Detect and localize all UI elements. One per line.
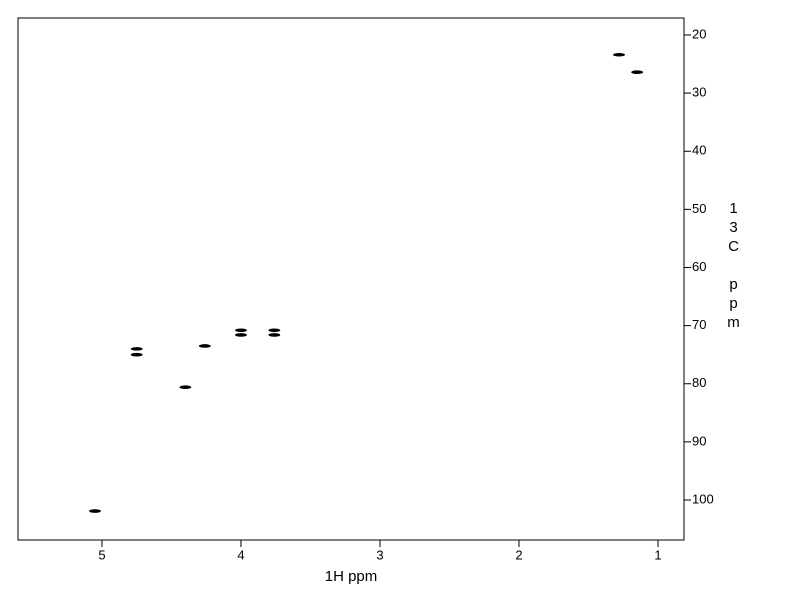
peak xyxy=(130,347,143,351)
x-tick-label: 3 xyxy=(376,547,383,562)
y-tick-label: 30 xyxy=(692,85,706,100)
y-tick-label: 100 xyxy=(692,491,714,506)
y-tick-label: 60 xyxy=(692,259,706,274)
peak xyxy=(198,344,211,348)
peak xyxy=(179,385,192,390)
plot-frame xyxy=(17,17,685,541)
y-tick-label: 20 xyxy=(692,26,706,41)
x-tick-label: 4 xyxy=(237,547,244,562)
peak xyxy=(234,328,247,333)
y-tick-label: 80 xyxy=(692,375,706,390)
x-tick-label: 1 xyxy=(654,547,661,562)
y-tick-label: 50 xyxy=(692,201,706,216)
y-tick-label: 90 xyxy=(692,433,706,448)
peak xyxy=(631,70,644,74)
x-tick-label: 5 xyxy=(98,547,105,562)
y-axis-label: 13C ppm xyxy=(725,200,742,333)
peak xyxy=(234,333,247,337)
peak xyxy=(268,328,281,333)
y-tick-label: 70 xyxy=(692,317,706,332)
x-axis-label: 1H ppm xyxy=(325,568,378,585)
peak xyxy=(89,509,102,513)
y-tick-label: 40 xyxy=(692,143,706,158)
peak xyxy=(613,52,626,57)
peak xyxy=(130,352,143,357)
peak xyxy=(268,333,281,337)
x-tick-label: 2 xyxy=(515,547,522,562)
